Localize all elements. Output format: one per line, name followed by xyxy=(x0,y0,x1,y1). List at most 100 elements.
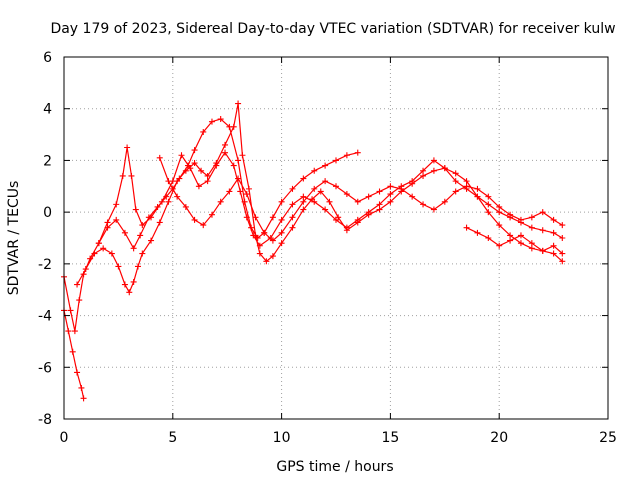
data-point xyxy=(195,183,202,190)
data-point xyxy=(354,149,361,156)
data-point xyxy=(322,206,329,213)
data-point xyxy=(343,152,350,159)
series-satellite-track-3 xyxy=(74,100,566,296)
data-point xyxy=(208,211,215,218)
data-point xyxy=(300,193,307,200)
data-point xyxy=(343,224,350,231)
data-point xyxy=(441,165,448,172)
data-point xyxy=(235,100,242,107)
data-point xyxy=(278,229,285,236)
data-point xyxy=(539,209,546,216)
series-satellite-track-5 xyxy=(156,154,566,244)
data-point xyxy=(333,216,339,223)
data-point xyxy=(269,214,276,221)
data-point xyxy=(354,216,361,223)
data-point xyxy=(80,395,87,402)
data-point xyxy=(300,175,307,182)
data-point xyxy=(126,289,133,296)
data-point xyxy=(420,167,427,174)
data-point xyxy=(398,185,405,192)
x-axis-label: GPS time / hours xyxy=(276,459,393,475)
data-point xyxy=(71,328,78,335)
data-point xyxy=(441,198,448,205)
data-point xyxy=(430,206,437,213)
data-point xyxy=(137,232,144,239)
series-satellite-track-2 xyxy=(61,307,87,402)
data-point xyxy=(289,224,296,231)
data-point xyxy=(376,201,383,208)
x-tick-label: 5 xyxy=(168,430,177,446)
x-tick-label: 25 xyxy=(599,430,617,446)
axis-ticks: 0 5 10 15 20 25 -8 -6 -4 -2 0 2 4 6 xyxy=(38,50,617,446)
data-point xyxy=(528,240,535,247)
y-tick-label: -4 xyxy=(38,309,52,325)
data-point xyxy=(78,384,85,391)
data-point xyxy=(278,216,285,223)
data-point xyxy=(550,229,557,236)
y-tick-label: 2 xyxy=(43,153,52,169)
y-tick-label: -6 xyxy=(38,360,52,376)
data-point xyxy=(200,222,207,229)
data-point xyxy=(485,193,492,200)
data-point xyxy=(269,253,276,260)
data-point xyxy=(387,191,394,198)
data-point xyxy=(517,232,524,239)
data-point xyxy=(213,162,220,169)
data-point xyxy=(474,229,481,236)
y-tick-label: -8 xyxy=(38,412,52,428)
chart-title: Day 179 of 2023, Sidereal Day-to-day VTE… xyxy=(50,21,615,37)
data-point xyxy=(256,250,263,257)
data-point xyxy=(496,222,503,229)
data-point xyxy=(100,245,107,252)
data-point xyxy=(156,219,163,226)
data-point xyxy=(250,232,257,239)
data-point xyxy=(463,178,470,185)
data-point xyxy=(559,250,566,257)
data-point xyxy=(134,263,141,270)
data-point xyxy=(235,157,242,164)
data-point xyxy=(95,240,102,247)
data-point xyxy=(420,201,427,208)
data-point xyxy=(300,198,307,205)
data-point xyxy=(74,281,81,288)
data-point xyxy=(245,185,252,192)
data-point xyxy=(409,193,416,200)
data-point xyxy=(463,224,470,231)
data-point xyxy=(420,172,427,179)
data-point xyxy=(474,185,481,192)
data-point xyxy=(496,203,503,210)
data-point xyxy=(550,242,557,249)
data-point xyxy=(517,216,524,223)
data-point xyxy=(354,198,361,205)
series-satellite-track-6 xyxy=(463,224,566,257)
data-point xyxy=(528,224,535,231)
data-point xyxy=(204,172,211,179)
x-tick-label: 15 xyxy=(381,430,399,446)
data-point xyxy=(67,307,74,314)
data-point xyxy=(76,297,83,304)
data-point xyxy=(559,258,566,265)
data-point xyxy=(191,160,198,167)
data-point xyxy=(121,281,128,288)
data-point xyxy=(430,157,437,164)
data-point xyxy=(317,188,324,195)
data-point xyxy=(191,147,198,154)
data-point xyxy=(217,116,224,123)
data-point xyxy=(113,201,120,208)
data-point xyxy=(200,128,207,135)
data-point xyxy=(528,245,535,252)
data-point xyxy=(289,214,296,221)
data-point xyxy=(237,188,244,195)
data-point xyxy=(65,328,72,335)
data-point xyxy=(252,214,259,221)
y-tick-label: 0 xyxy=(43,205,52,221)
data-point xyxy=(485,201,492,208)
data-point xyxy=(104,219,111,226)
data-point xyxy=(278,198,285,205)
data-point xyxy=(178,152,185,159)
data-point xyxy=(165,178,172,185)
data-point xyxy=(165,198,172,205)
data-point xyxy=(226,188,233,195)
x-tick-label: 10 xyxy=(273,430,291,446)
data-point xyxy=(289,185,296,192)
